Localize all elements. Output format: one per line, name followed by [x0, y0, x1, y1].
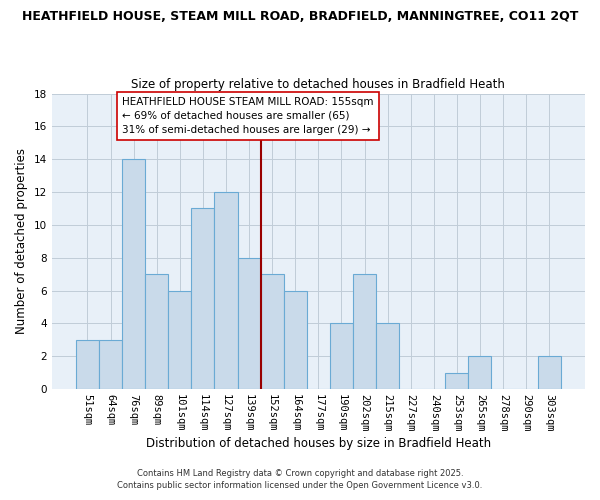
- Bar: [353, 274, 376, 389]
- Text: HEATHFIELD HOUSE, STEAM MILL ROAD, BRADFIELD, MANNINGTREE, CO11 2QT: HEATHFIELD HOUSE, STEAM MILL ROAD, BRADF…: [22, 10, 578, 23]
- Bar: [145, 274, 168, 389]
- Bar: [76, 340, 99, 389]
- Bar: [214, 192, 238, 389]
- Bar: [238, 258, 260, 389]
- Bar: [168, 290, 191, 389]
- Bar: [284, 290, 307, 389]
- Title: Size of property relative to detached houses in Bradfield Heath: Size of property relative to detached ho…: [131, 78, 505, 91]
- Bar: [260, 274, 284, 389]
- Bar: [538, 356, 561, 389]
- Bar: [445, 372, 469, 389]
- Bar: [376, 324, 399, 389]
- Bar: [122, 159, 145, 389]
- Bar: [469, 356, 491, 389]
- Bar: [191, 208, 214, 389]
- Bar: [99, 340, 122, 389]
- Bar: [330, 324, 353, 389]
- Text: Contains HM Land Registry data © Crown copyright and database right 2025.
Contai: Contains HM Land Registry data © Crown c…: [118, 469, 482, 490]
- Y-axis label: Number of detached properties: Number of detached properties: [15, 148, 28, 334]
- Text: HEATHFIELD HOUSE STEAM MILL ROAD: 155sqm
← 69% of detached houses are smaller (6: HEATHFIELD HOUSE STEAM MILL ROAD: 155sqm…: [122, 97, 374, 135]
- X-axis label: Distribution of detached houses by size in Bradfield Heath: Distribution of detached houses by size …: [146, 437, 491, 450]
